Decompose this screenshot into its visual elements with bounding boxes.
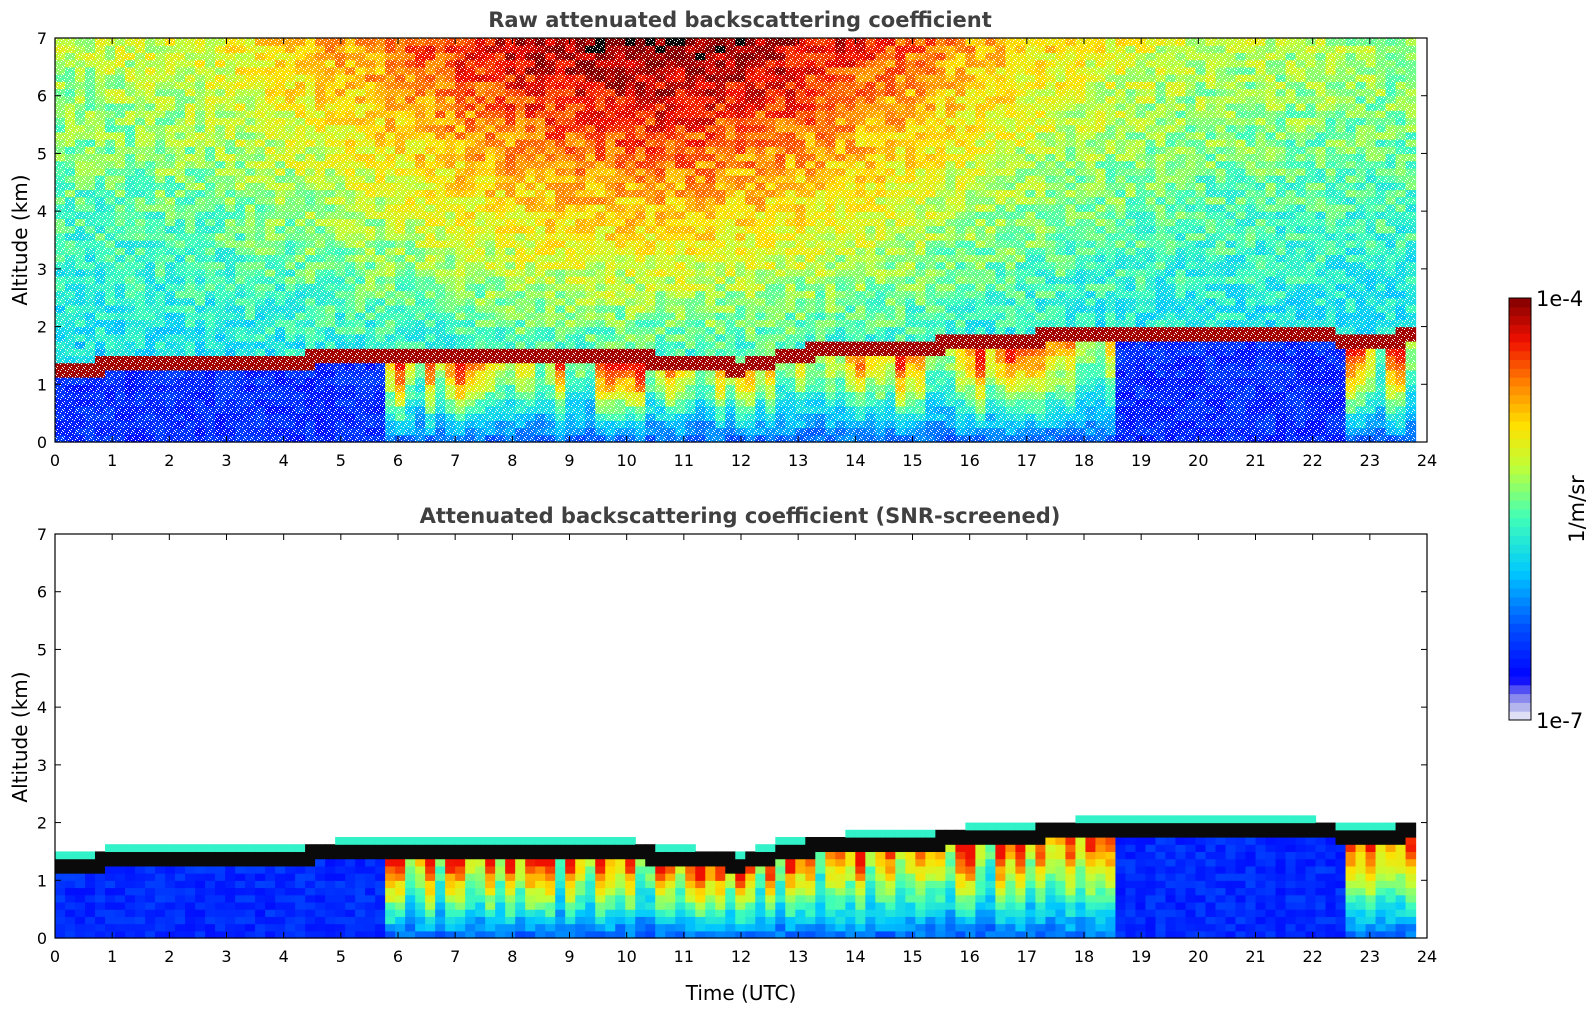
panel-raw: Raw attenuated backscattering coefficien… [8,8,1437,470]
panel-raw-title: Raw attenuated backscattering coefficien… [488,8,992,32]
panel-raw-plot-area [54,37,1428,443]
